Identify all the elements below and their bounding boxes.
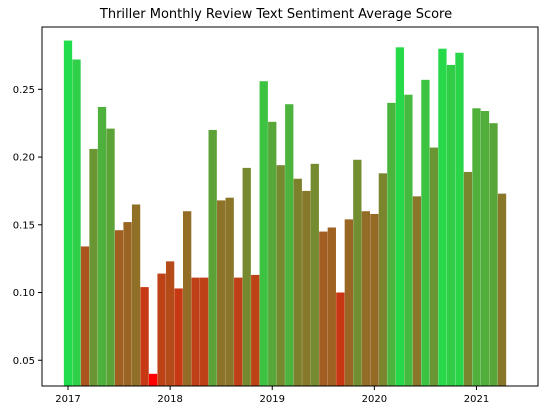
bar-17 [200,277,209,386]
bar-16 [191,277,200,386]
x-tick-label: 2020 [362,394,387,405]
bar-52 [497,193,507,386]
chart-title: Thriller Monthly Review Text Sentiment A… [99,7,452,22]
bar-19 [217,200,226,386]
bar-26 [276,165,285,386]
bar-42 [412,196,422,386]
bar-43 [421,79,430,386]
bar-21 [234,277,243,386]
bar-36 [361,211,370,386]
y-tick-label: 0.20 [13,153,35,164]
bar-8 [123,222,132,386]
bar-50 [480,110,490,387]
y-tick-label: 0.05 [13,356,35,367]
bar-32 [327,227,336,386]
bar-7 [114,230,124,386]
bar-47 [455,52,464,387]
bar-15 [182,211,192,386]
bar-46 [446,64,456,387]
x-tick-label: 2017 [55,394,80,405]
bar-35 [353,159,362,386]
bar-31 [319,231,328,386]
x-tick-label: 2021 [464,394,489,405]
bar-45 [438,48,447,387]
bar-41 [404,94,413,387]
bar-12 [157,273,166,386]
bar-18 [208,129,217,386]
y-tick-label: 0.15 [13,220,35,231]
bar-44 [429,147,439,386]
bar-11 [148,373,158,386]
x-axis: 2017 2018 2019 2020 2021 [55,386,489,405]
bar-29 [302,190,311,386]
bar-23 [251,274,260,386]
bar-1 [63,40,73,387]
bar-34 [344,219,353,386]
bar-27 [285,104,294,386]
bar-33 [336,292,345,386]
bar-6 [106,128,115,386]
bar-40 [395,47,405,386]
bar-14 [174,288,183,386]
bar-20 [225,197,234,386]
bar-5 [97,106,107,387]
bar-2 [72,59,81,386]
x-tick-label: 2019 [260,394,285,405]
bar-10 [140,287,149,386]
bar-24 [259,81,268,386]
bar-22 [242,167,251,386]
bar-25 [268,121,277,386]
bar-4 [89,148,98,386]
bar-48 [463,171,473,386]
bar-9 [131,204,141,386]
y-tick-label: 0.10 [13,288,35,299]
bar-49 [472,108,481,386]
axes-frame [41,26,539,387]
bar-51 [489,123,498,387]
x-tick-label: 2018 [157,394,182,405]
bar-30 [310,163,319,386]
bars-group [63,40,507,387]
bar-3 [80,246,90,386]
bar-28 [293,178,302,386]
bar-13 [165,261,175,386]
y-tick-label: 0.25 [13,85,35,96]
bar-39 [387,102,396,387]
bar-38 [378,173,388,386]
y-axis: 0.05 0.10 0.15 0.20 0.25 [13,85,42,367]
bar-37 [370,213,379,386]
